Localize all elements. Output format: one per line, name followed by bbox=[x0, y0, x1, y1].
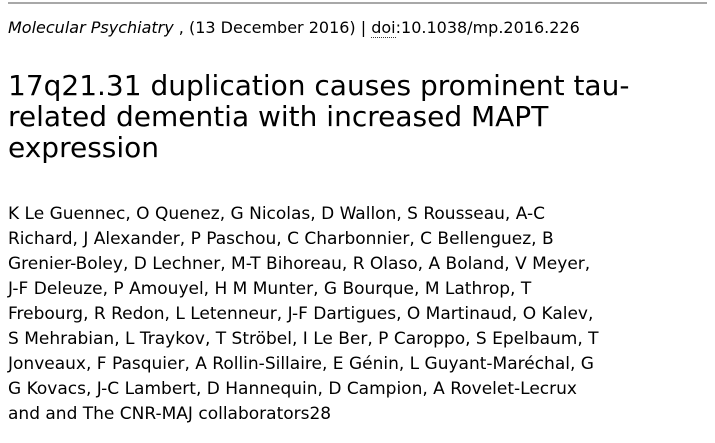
citation-line: Molecular Psychiatry , (13 December 2016… bbox=[8, 18, 707, 38]
citation-date-separator: , (13 December 2016) | bbox=[173, 18, 372, 37]
journal-name: Molecular Psychiatry bbox=[8, 18, 174, 37]
top-divider bbox=[8, 2, 707, 4]
doi-abbr: doi bbox=[371, 18, 396, 38]
article-title: 17q21.31 duplication causes prominent ta… bbox=[8, 69, 630, 164]
author-list: K Le Guennec, O Quenez, G Nicolas, D Wal… bbox=[8, 204, 599, 424]
doi-value: :10.1038/mp.2016.226 bbox=[395, 18, 580, 37]
